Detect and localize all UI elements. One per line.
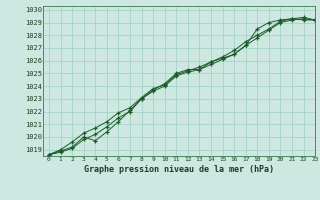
X-axis label: Graphe pression niveau de la mer (hPa): Graphe pression niveau de la mer (hPa)	[84, 165, 274, 174]
